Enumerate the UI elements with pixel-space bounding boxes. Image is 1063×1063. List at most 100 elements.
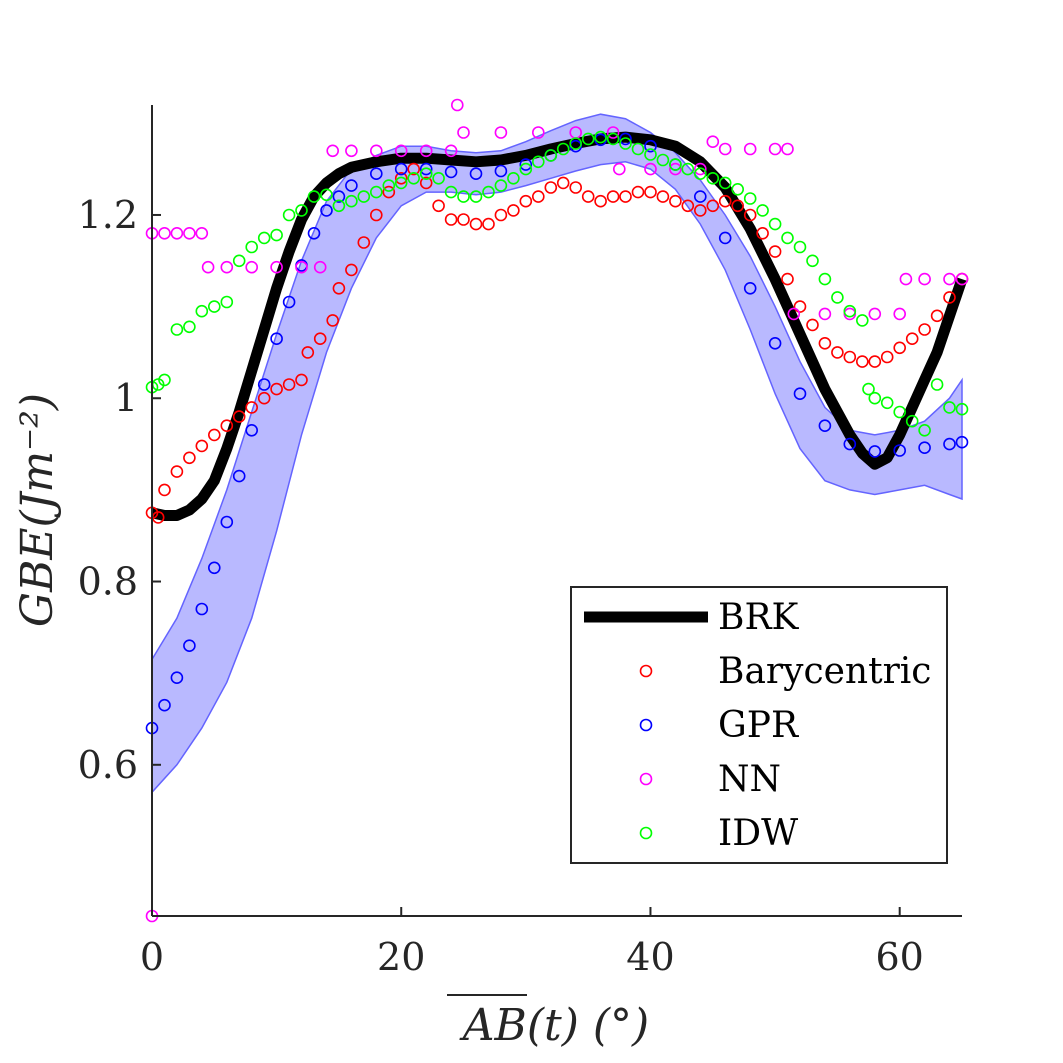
- data-point-gpr: [718, 231, 732, 245]
- data-point-barycentric: [930, 309, 944, 323]
- x-tick-label: 60: [876, 935, 924, 979]
- data-point-idw: [793, 240, 807, 254]
- data-point-idw: [706, 172, 720, 185]
- data-point-idw: [656, 153, 670, 167]
- data-point-barycentric: [669, 194, 682, 208]
- data-point-barycentric: [220, 419, 234, 433]
- data-point-idw: [208, 300, 221, 313]
- data-point-gpr: [619, 132, 632, 146]
- data-point-barycentric: [781, 272, 794, 286]
- data-point-barycentric: [569, 181, 583, 194]
- data-point-barycentric: [158, 483, 171, 497]
- data-point-nn: [669, 162, 682, 176]
- data-point-gpr: [893, 444, 907, 457]
- data-point-nn: [768, 142, 782, 156]
- data-point-idw: [818, 272, 832, 286]
- data-point-barycentric: [407, 162, 421, 176]
- data-point-barycentric: [507, 204, 520, 217]
- data-point-barycentric: [270, 382, 283, 396]
- data-point-idw: [731, 183, 745, 196]
- data-point-nn: [893, 307, 907, 321]
- data-point-nn: [201, 260, 215, 274]
- y-tick-label: 0.6: [78, 743, 138, 787]
- data-point-nn: [245, 260, 258, 274]
- data-point-barycentric: [644, 185, 657, 199]
- data-point-idw: [681, 162, 695, 176]
- data-point-barycentric: [531, 190, 545, 203]
- y-axis-label: GBE(Jm⁻²): [12, 393, 63, 627]
- data-point-idw: [232, 254, 246, 268]
- data-point-barycentric: [419, 176, 433, 190]
- data-point-idw: [918, 423, 931, 437]
- data-point-idw: [457, 190, 470, 203]
- data-point-gpr: [494, 164, 508, 178]
- data-point-idw: [382, 179, 396, 192]
- data-point-nn: [781, 142, 794, 156]
- data-point-nn: [787, 307, 801, 321]
- data-point-nn: [170, 227, 184, 240]
- data-point-gpr: [282, 295, 296, 309]
- data-point-idw: [669, 158, 682, 171]
- series-line-brk: [150, 131, 968, 521]
- data-point-idw: [444, 185, 458, 199]
- data-point-gpr: [208, 561, 221, 575]
- data-point-barycentric: [868, 355, 882, 368]
- legend-swatch-nn: [639, 772, 653, 786]
- legend-box: [570, 586, 948, 864]
- data-point-idw: [862, 382, 875, 396]
- data-point-barycentric: [656, 190, 670, 203]
- data-point-idw: [893, 405, 907, 419]
- data-point-idw: [880, 396, 894, 410]
- data-point-barycentric: [232, 410, 246, 423]
- data-point-idw: [507, 172, 520, 185]
- data-point-barycentric: [606, 190, 620, 203]
- data-point-idw: [806, 254, 819, 268]
- legend-swatch-barycentric: [639, 664, 653, 678]
- data-point-idw: [556, 142, 570, 156]
- data-point-gpr: [943, 437, 956, 451]
- legend-label-brk: BRK: [718, 597, 800, 638]
- data-point-barycentric: [581, 190, 595, 203]
- data-point-gpr: [444, 165, 458, 179]
- data-point-gpr: [320, 204, 333, 217]
- data-point-idw: [357, 190, 371, 203]
- data-point-nn: [743, 142, 757, 156]
- data-point-gpr: [307, 227, 321, 240]
- data-point-gpr: [918, 441, 931, 455]
- data-point-idw: [718, 176, 732, 190]
- marker-layer: [145, 98, 969, 923]
- data-point-barycentric: [195, 439, 209, 453]
- data-point-gpr: [394, 162, 408, 176]
- data-point-nn: [644, 162, 657, 176]
- data-point-nn: [419, 144, 433, 158]
- data-point-barycentric: [257, 391, 271, 405]
- data-point-barycentric: [208, 428, 221, 442]
- data-point-idw: [606, 132, 620, 146]
- data-point-idw: [569, 137, 583, 150]
- data-point-nn: [158, 227, 171, 240]
- data-point-idw: [531, 155, 545, 169]
- data-point-gpr: [332, 190, 346, 203]
- data-point-idw: [282, 208, 296, 222]
- data-point-idw: [345, 194, 358, 208]
- y-tick-label: 1.2: [78, 193, 138, 237]
- data-point-barycentric: [843, 350, 857, 364]
- data-point-gpr: [158, 698, 171, 712]
- data-point-nn: [220, 260, 234, 274]
- data-point-idw: [432, 172, 445, 185]
- data-point-gpr: [843, 437, 857, 451]
- data-point-barycentric: [855, 355, 869, 368]
- data-point-nn: [494, 126, 508, 139]
- data-point-barycentric: [313, 332, 327, 346]
- data-point-barycentric: [394, 172, 408, 185]
- data-point-nn: [369, 144, 383, 158]
- data-point-barycentric: [544, 181, 558, 194]
- data-point-idw: [756, 204, 769, 217]
- data-point-idw: [257, 231, 271, 245]
- data-point-barycentric: [818, 336, 832, 350]
- data-point-idw: [494, 179, 508, 192]
- data-point-barycentric: [469, 217, 483, 231]
- data-point-idw: [843, 304, 857, 318]
- data-point-barycentric: [282, 378, 296, 391]
- data-point-nn: [868, 307, 882, 321]
